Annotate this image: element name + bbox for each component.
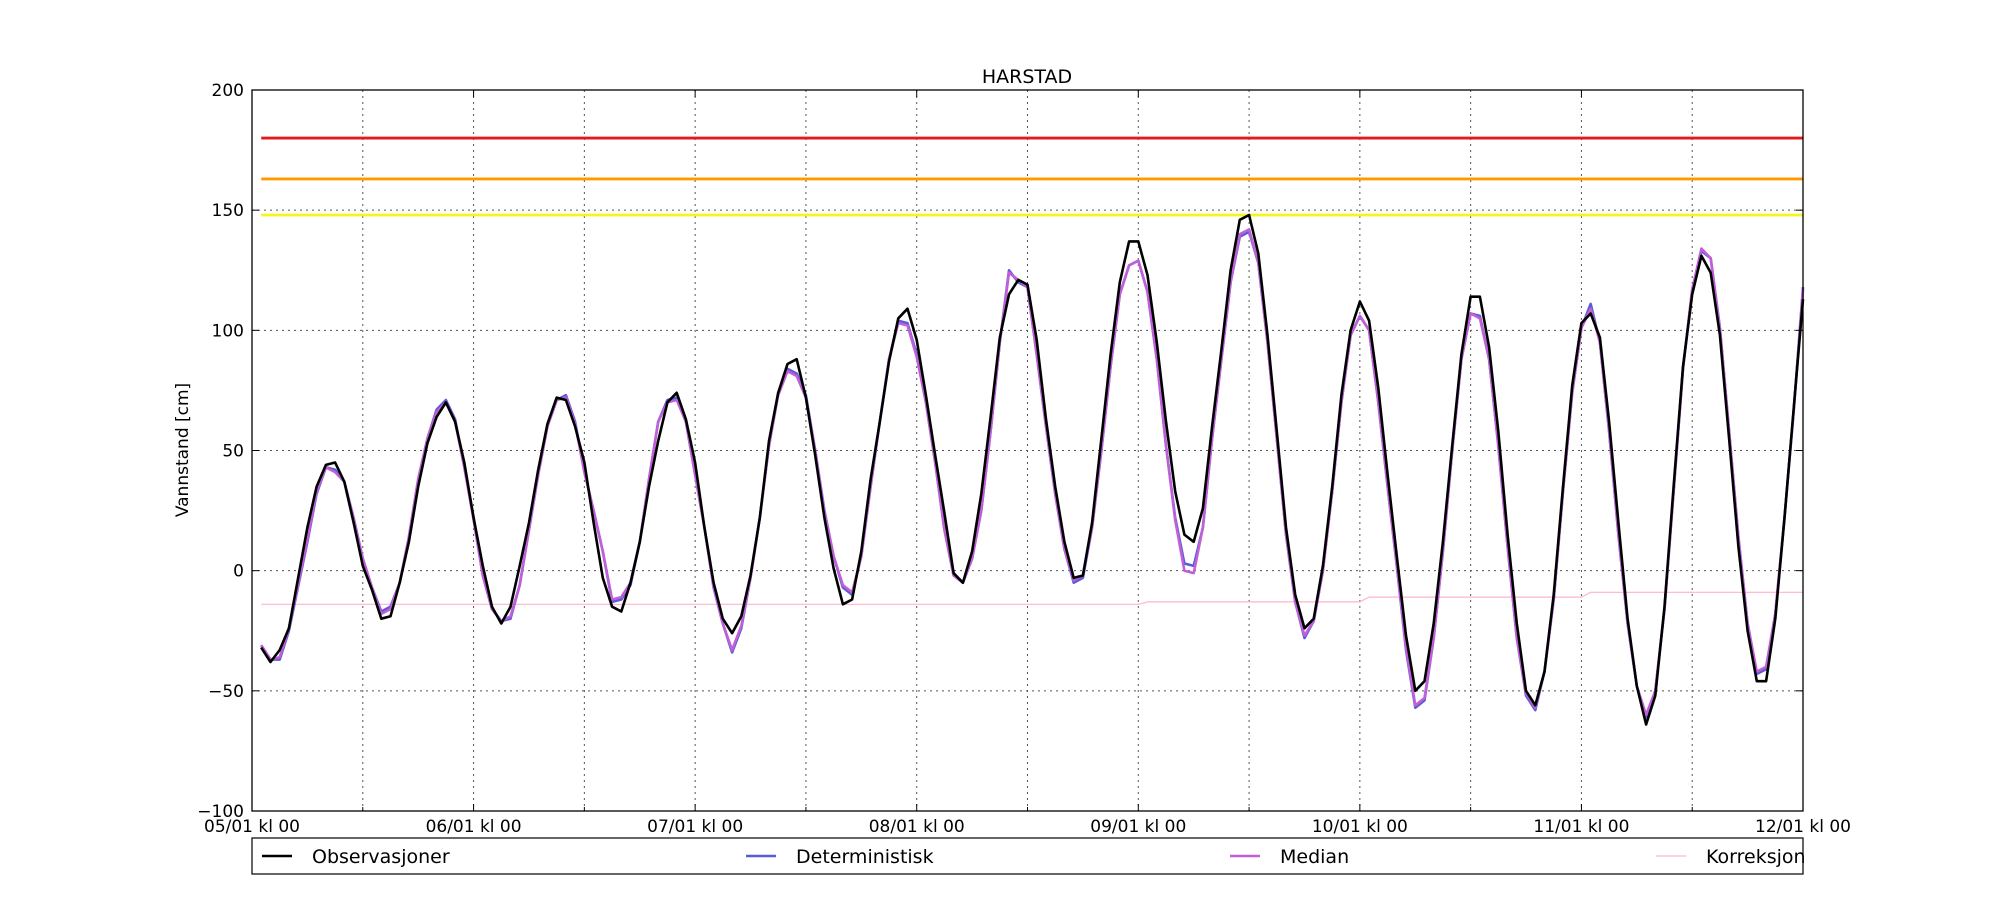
x-tick-label: 12/01 kl 00 [1755,817,1851,837]
x-tick-label: 07/01 kl 00 [647,817,743,837]
x-tick-label: 08/01 kl 00 [869,817,965,837]
axis-ticks: −100 −50 0 50 100 150 200 05/01 kl 00 06/01 kl 0… [197,81,1851,837]
y-tick-label: 0 [233,562,244,582]
y-axis-label: Vannstand [cm] [173,383,193,517]
x-tick-label: 11/01 kl 00 [1533,817,1629,837]
x-tick-label: 05/01 kl 00 [204,817,300,837]
legend-box [251,837,1804,875]
legend-label: Korreksjon [1706,846,1806,868]
series-lines [260,213,1805,726]
legend-label: Deterministisk [796,846,934,868]
legend-label: Observasjoner [312,846,450,868]
x-tick-label: 06/01 kl 00 [426,817,522,837]
grid-lines [252,90,1803,811]
legend-label: Median [1280,846,1349,868]
y-tick-label: 100 [212,321,244,341]
y-tick-label: 200 [212,81,244,101]
series-line-median [260,228,1805,717]
threshold-lines [261,136,1803,217]
y-tick-label: 150 [212,201,244,221]
y-tick-label: −50 [208,682,244,702]
series-line-observasjoner [260,213,1805,726]
x-tick-label: 09/01 kl 00 [1090,817,1186,837]
legend: Observasjoner Deterministisk Median Korreks… [251,837,1806,875]
y-tick-label: 50 [222,442,244,462]
x-tick-label: 10/01 kl 00 [1312,817,1408,837]
chart-title: HARSTAD [982,66,1072,88]
series-line-korreksjon [261,591,1803,605]
y-tick-label: −100 [197,802,244,822]
